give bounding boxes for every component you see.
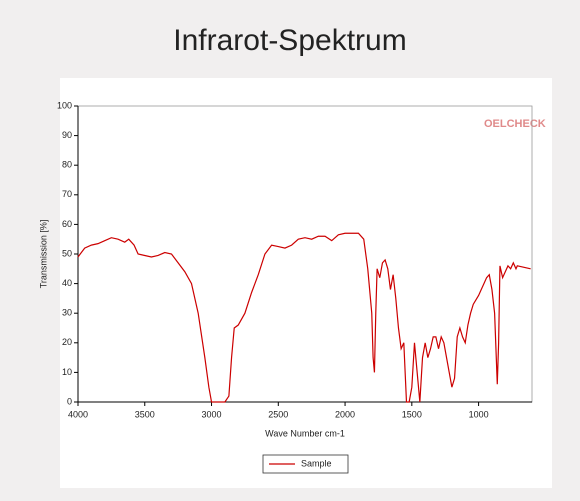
y-tick-label: 100: [57, 100, 72, 110]
x-tick-label: 3000: [202, 409, 222, 419]
x-tick-label: 4000: [68, 409, 88, 419]
legend-label: Sample: [301, 458, 332, 468]
x-tick-label: 2500: [268, 409, 288, 419]
x-axis-label: Wave Number cm-1: [265, 428, 345, 438]
panel: [60, 78, 552, 488]
x-tick-label: 2000: [335, 409, 355, 419]
spectrum-line: [77, 232, 531, 403]
y-tick-label: 70: [62, 189, 72, 199]
y-tick-label: 80: [62, 160, 72, 170]
y-tick-label: 20: [62, 337, 72, 347]
x-tick-label: 3500: [135, 409, 155, 419]
legend-box: [262, 454, 349, 474]
watermark: OELCHECK: [484, 118, 546, 130]
chart-title: Infrarot-Spektrum: [173, 24, 406, 57]
y-axis-label: Transmission [%]: [38, 220, 48, 289]
y-tick-label: 90: [62, 130, 72, 140]
y-tick-label: 10: [62, 367, 72, 377]
x-tick-label: 1500: [402, 409, 422, 419]
y-tick-label: 40: [62, 278, 72, 288]
y-tick-label: 0: [67, 396, 72, 406]
y-tick-label: 50: [62, 248, 72, 258]
y-tick-label: 60: [62, 219, 72, 229]
x-tick-label: 1000: [469, 409, 489, 419]
y-tick-label: 30: [62, 308, 72, 318]
